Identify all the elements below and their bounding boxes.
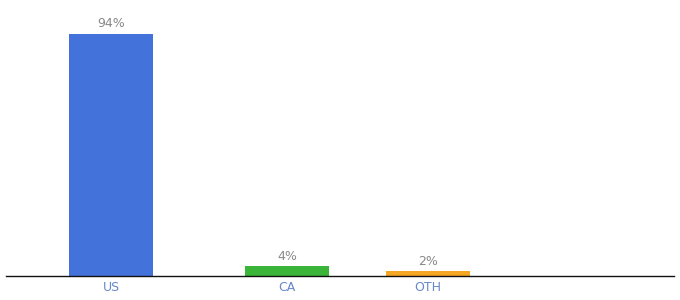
Bar [245,266,329,276]
Bar [386,271,471,276]
Text: 2%: 2% [418,255,438,268]
Bar [69,34,154,276]
Text: 4%: 4% [277,250,297,263]
Text: 94%: 94% [97,17,125,30]
